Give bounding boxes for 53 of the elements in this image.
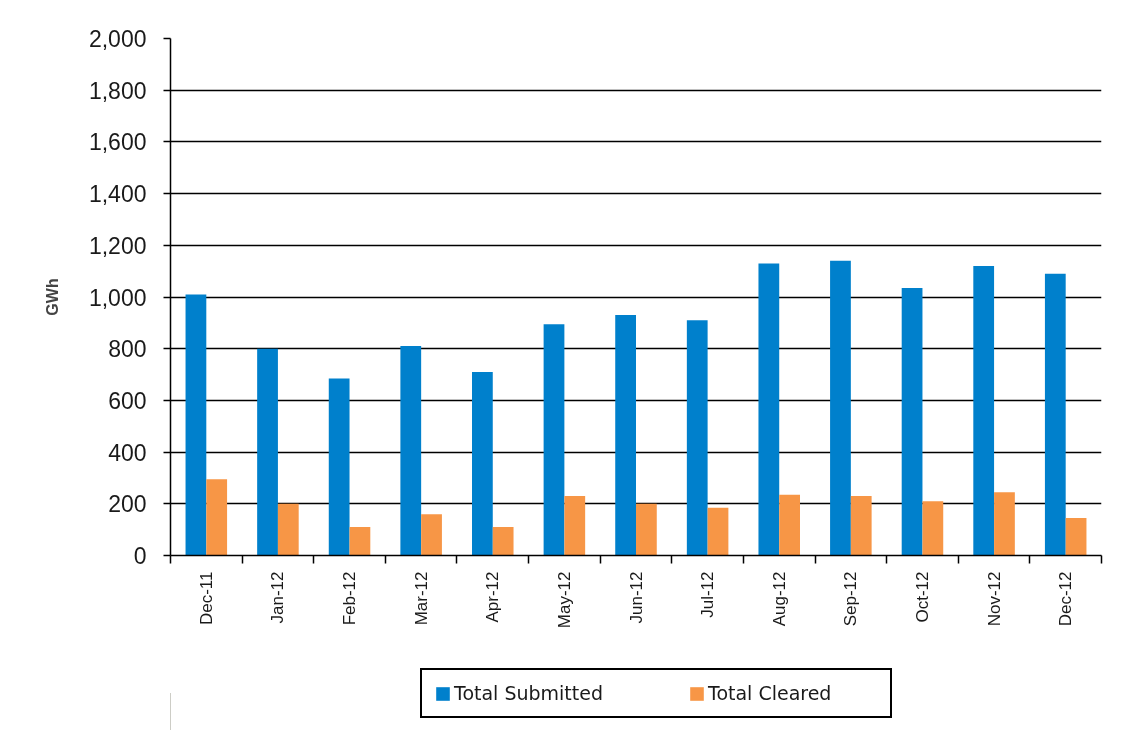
bar (1044, 273, 1066, 556)
x-tick-label: Dec-11 (196, 571, 216, 626)
bar (185, 294, 207, 556)
legend-label: Total Submitted (454, 682, 604, 704)
bar (400, 346, 422, 556)
bar (707, 507, 729, 556)
y-tick-label: 200 (108, 491, 147, 518)
bar (277, 503, 299, 556)
y-tick-label: 1,000 (88, 284, 147, 311)
bar (758, 263, 780, 556)
y-tick-label: 1,200 (88, 232, 147, 259)
bar (1065, 518, 1087, 556)
y-tick-label: 800 (108, 336, 147, 363)
bar (973, 265, 995, 556)
x-tick-label: Jul-12 (698, 571, 718, 618)
bar (686, 320, 708, 556)
bar (615, 315, 636, 556)
bar (492, 527, 514, 556)
y-tick-label: 1,400 (88, 181, 147, 208)
y-axis-title: GWh (43, 278, 61, 316)
bar (830, 260, 851, 556)
bar (779, 494, 800, 556)
bar (543, 324, 565, 556)
bar (328, 378, 350, 556)
y-tick-label: 1,600 (88, 129, 147, 156)
x-tick-label: Oct-12 (912, 571, 932, 623)
bar (472, 371, 493, 556)
x-tick-label: Jan-12 (268, 571, 288, 624)
legend-label: Total Cleared (708, 682, 833, 704)
x-tick-label: Nov-12 (984, 571, 1004, 627)
y-tick-label: 2,000 (88, 26, 147, 52)
x-tick-label: Feb-12 (340, 571, 360, 626)
bar (901, 287, 923, 556)
bar (922, 501, 944, 556)
bar (206, 479, 228, 556)
x-tick-label: Apr-12 (483, 571, 503, 623)
bar (349, 527, 371, 556)
x-tick-label: Mar-12 (411, 571, 431, 626)
bar (850, 496, 872, 556)
bar (564, 496, 586, 556)
x-tick-label: Jun-12 (626, 571, 646, 624)
y-tick-label: 0 (133, 543, 147, 569)
y-tick-label: 1,800 (88, 77, 147, 104)
x-tick-label: Dec-12 (1056, 571, 1076, 627)
bar (421, 514, 442, 556)
x-tick-label: May-12 (554, 571, 574, 629)
y-tick-label: 600 (108, 387, 147, 414)
bar (636, 503, 657, 556)
x-tick-label: Sep-12 (841, 571, 861, 627)
x-tick-label: Aug-12 (769, 571, 789, 627)
y-tick-label: 400 (108, 439, 147, 466)
bar (994, 492, 1015, 556)
bar (257, 348, 278, 556)
